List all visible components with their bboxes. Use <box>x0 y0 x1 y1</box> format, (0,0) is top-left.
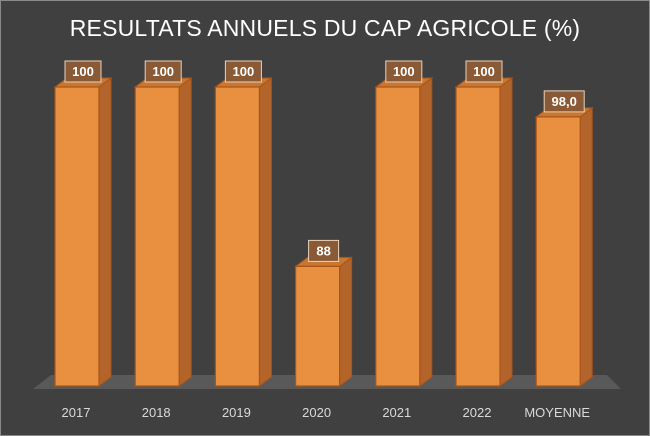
x-tick-label-2020: 2020 <box>302 405 331 420</box>
bar-side-MOYENNE <box>579 106 593 387</box>
bar-2017 <box>54 86 100 387</box>
x-tick-label-2017: 2017 <box>62 405 91 420</box>
x-tick-label-2019: 2019 <box>222 405 251 420</box>
bar-2021 <box>375 86 421 387</box>
bar-side-2021 <box>419 77 433 387</box>
data-label-box-2020 <box>308 239 340 262</box>
data-label-2022: 100 <box>473 64 495 79</box>
x-tick-label-MOYENNE: MOYENNE <box>524 405 590 420</box>
data-label-box-MOYENNE <box>543 90 585 113</box>
data-label-box-2018 <box>144 60 182 83</box>
bar-side-2019 <box>258 77 272 387</box>
data-label-box-2021 <box>385 60 423 83</box>
data-label-box-2017 <box>64 60 102 83</box>
chart-title: RESULTATS ANNUELS DU CAP AGRICOLE (%) <box>69 15 581 41</box>
bar-side-2020 <box>339 256 353 387</box>
bar-2020 <box>295 265 341 387</box>
data-label-MOYENNE: 98,0 <box>552 94 577 109</box>
x-tick-label-2021: 2021 <box>382 405 411 420</box>
data-label-2019: 100 <box>233 64 255 79</box>
bar-2022 <box>455 86 501 387</box>
bar-side-2018 <box>178 77 192 387</box>
data-label-2017: 100 <box>72 64 94 79</box>
bar-side-2022 <box>499 77 513 387</box>
x-tick-label-2018: 2018 <box>142 405 171 420</box>
bar-MOYENNE <box>535 116 581 387</box>
data-label-box-2019 <box>224 60 262 83</box>
data-label-2018: 100 <box>152 64 174 79</box>
data-label-2021: 100 <box>393 64 415 79</box>
bar-2019 <box>214 86 260 387</box>
data-label-2020: 88 <box>316 243 330 258</box>
bar-2018 <box>134 86 180 387</box>
x-tick-label-2022: 2022 <box>463 405 492 420</box>
data-label-box-2022 <box>465 60 503 83</box>
bar-side-2017 <box>98 77 112 387</box>
